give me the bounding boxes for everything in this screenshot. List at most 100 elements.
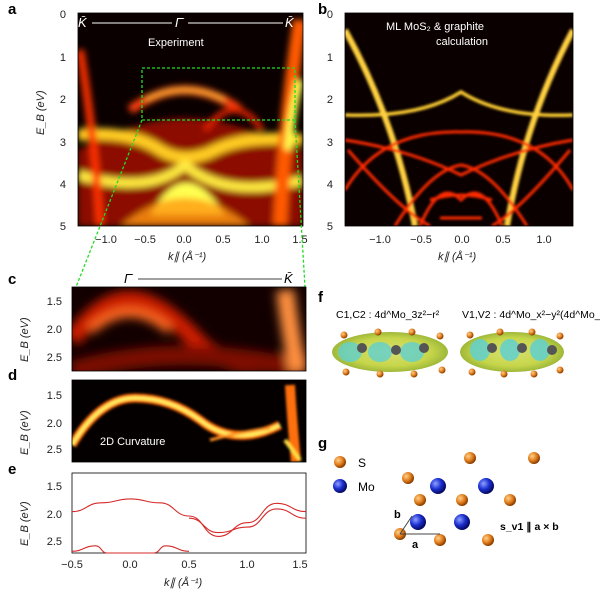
c-ytick-2: 2.5 <box>47 352 62 364</box>
panel-c-ylabel: E_B (eV) <box>19 317 31 362</box>
vector-b-label: b <box>394 509 401 521</box>
panel-e-frame <box>71 472 307 554</box>
panel-d-heatmap <box>72 380 306 462</box>
panel-a-k-left: K̄ <box>78 15 88 30</box>
a-ytick-3: 3 <box>60 137 66 149</box>
panel-b-title-2: calculation <box>436 36 488 48</box>
panel-a-xticks: −1.0 −0.5 0.0 0.5 1.0 1.5 <box>95 234 308 246</box>
a-ytick-2: 2 <box>60 94 66 106</box>
panel-a-heatmap <box>78 13 303 226</box>
lattice <box>394 452 540 546</box>
panel-f-label-left: C1,C2 : 4d^Mo_3z²−r² <box>336 309 440 321</box>
e-xtick-3: 1.0 <box>239 559 254 571</box>
e-ytick-1: 2.0 <box>47 509 62 521</box>
panel-g-label: g <box>318 435 327 452</box>
panel-b-xticks: −1.0 −0.5 0.0 0.5 1.0 <box>369 234 552 246</box>
panel-b-title-1: ML MoS₂ & graphite <box>386 21 484 33</box>
c-ytick-1: 2.0 <box>47 324 62 336</box>
panel-d-ylabel: E_B (eV) <box>19 410 31 455</box>
panel-c-k: K̄ <box>284 271 294 286</box>
e-xtick-1: 0.0 <box>122 559 137 571</box>
a-xtick-5: 1.5 <box>292 234 307 246</box>
panel-b-bands <box>345 13 573 226</box>
legend-mo-text: Mo <box>358 480 375 494</box>
panel-d-curvature-label: 2D Curvature <box>100 436 165 448</box>
e-ytick-0: 1.5 <box>47 481 62 493</box>
panel-e-series-0 <box>71 498 307 537</box>
panel-f-label-right: V1,V2 : 4d^Mo_x²−y²(4d^Mo_xy) <box>462 309 600 321</box>
zoom-box <box>141 67 296 121</box>
panel-g: g S Mo a b s_v1 ∥ a × b <box>318 435 559 551</box>
a-ytick-0: 0 <box>60 9 66 21</box>
b-ytick-4: 4 <box>327 179 333 191</box>
panel-d-yticks: 1.5 2.0 2.5 <box>47 390 62 456</box>
a-ytick-1: 1 <box>60 52 66 64</box>
a-xtick-2: 0.0 <box>176 234 191 246</box>
e-ytick-2: 2.5 <box>47 536 62 548</box>
panel-a-yticks: 0 1 2 3 4 5 <box>60 9 66 233</box>
a-ytick-4: 4 <box>60 179 66 191</box>
d-ytick-1: 2.0 <box>47 418 62 430</box>
panel-e-ylabel: E_B (eV) <box>19 501 31 546</box>
panel-c: c Γ̄ K̄ 1.5 2.0 2.5 E_B (eV) <box>8 271 307 372</box>
b-ytick-3: 3 <box>327 137 333 149</box>
b-ytick-2: 2 <box>327 94 333 106</box>
panel-c-label: c <box>8 271 16 288</box>
panel-d-label: d <box>8 367 17 384</box>
panel-e: e 1.5 2.0 2.5 E_B (eV) −0.5 0.0 0.5 1.0 … <box>8 461 308 589</box>
panel-e-yticks: 1.5 2.0 2.5 <box>47 481 62 548</box>
panel-c-heatmap <box>72 287 306 371</box>
panel-e-series-2 <box>71 545 190 554</box>
zoom-projection-right <box>294 119 306 288</box>
orbital-c1c2 <box>332 328 448 378</box>
vector-b-arrow <box>399 515 413 535</box>
d-ytick-0: 1.5 <box>47 390 62 402</box>
panel-f: f C1,C2 : 4d^Mo_3z²−r² V1,V2 : 4d^Mo_x²−… <box>318 289 600 378</box>
a-xtick-3: 0.5 <box>215 234 230 246</box>
panel-b-xlabel: k∥ (Å⁻¹) <box>438 250 477 263</box>
panel-a-gamma: Γ̄ <box>175 15 184 30</box>
panel-c-gamma: Γ̄ <box>124 271 133 286</box>
legend-mo-icon <box>333 479 347 493</box>
panel-a-title: Experiment <box>148 37 204 49</box>
b-ytick-1: 1 <box>327 52 333 64</box>
orbital-v1v2 <box>460 328 564 378</box>
panel-c-yticks: 1.5 2.0 2.5 <box>47 296 62 364</box>
panel-a-xlabel: k∥ (Å⁻¹) <box>168 250 207 263</box>
e-xtick-0: −0.5 <box>61 559 83 571</box>
panel-e-xticks: −0.5 0.0 0.5 1.0 1.5 <box>61 559 308 571</box>
d-ytick-2: 2.5 <box>47 444 62 456</box>
b-xtick-2: 0.0 <box>454 234 469 246</box>
a-xtick-0: −1.0 <box>95 234 117 246</box>
legend-sulfur-text: S <box>358 456 366 470</box>
legend-sulfur-icon <box>334 456 346 468</box>
b-xtick-0: −1.0 <box>369 234 391 246</box>
b-xtick-1: −0.5 <box>410 234 432 246</box>
panel-f-label: f <box>318 289 324 306</box>
e-xtick-2: 0.5 <box>181 559 196 571</box>
panel-a: a K̄ Γ̄ K̄ Experiment <box>8 1 308 288</box>
vector-a-label: a <box>412 539 419 551</box>
panel-e-lines <box>71 498 307 554</box>
c-ytick-0: 1.5 <box>47 296 62 308</box>
panel-e-label: e <box>8 461 16 478</box>
b-ytick-5: 5 <box>327 221 333 233</box>
panel-e-xlabel: k∥ (Å⁻¹) <box>164 576 203 589</box>
a-xtick-4: 1.0 <box>254 234 269 246</box>
panel-b: b ML MoS₂ & graphite calculation 0 1 <box>318 1 574 263</box>
a-xtick-1: −0.5 <box>134 234 156 246</box>
b-ytick-0: 0 <box>327 9 333 21</box>
panel-a-label: a <box>8 1 17 18</box>
b-xtick-4: 1.0 <box>536 234 551 246</box>
panel-a-ylabel: E_B (eV) <box>35 90 47 135</box>
a-ytick-5: 5 <box>60 221 66 233</box>
panel-e-series-1 <box>188 508 307 534</box>
panel-b-label: b <box>318 1 327 18</box>
b-xtick-3: 0.5 <box>495 234 510 246</box>
panel-b-yticks: 0 1 2 3 4 5 <box>327 9 333 233</box>
panel-d: d 2D Curvature 1.5 2.0 2.5 E_B (eV) <box>8 367 307 463</box>
spin-relation: s_v1 ∥ a × b <box>500 521 559 533</box>
e-xtick-4: 1.5 <box>292 559 307 571</box>
panel-a-k-right: K̄ <box>285 15 295 30</box>
